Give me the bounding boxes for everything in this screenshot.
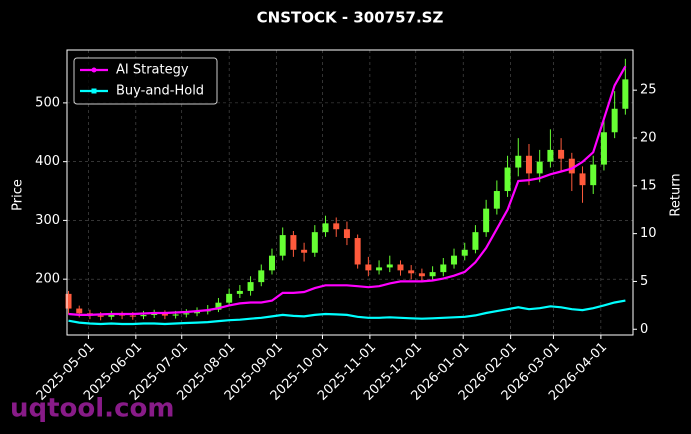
candle-body (408, 270, 415, 274)
return-line (68, 299, 626, 326)
candle-body (547, 149, 554, 162)
candle-body (301, 249, 308, 253)
candle-body (290, 235, 297, 250)
candle-body (343, 229, 350, 239)
candle-body (140, 315, 147, 317)
y2-tick-label: 15 (640, 178, 657, 193)
y-tick-label: 400 (35, 154, 60, 169)
candle-body (504, 167, 511, 192)
candle-body (440, 264, 447, 273)
candle-body (600, 132, 607, 165)
y2-tick-label: 10 (640, 226, 657, 241)
candle-body (622, 79, 629, 109)
candle-body (579, 173, 586, 186)
y2-tick-label: 0 (640, 322, 648, 337)
candle-body (108, 314, 115, 317)
candle-body (76, 308, 83, 314)
candle-body (172, 314, 179, 316)
candle-body (397, 264, 404, 271)
candle-body (268, 255, 275, 271)
y-tick-label: 200 (35, 272, 60, 287)
candle-body (129, 315, 136, 317)
candle-body (483, 208, 490, 233)
candle-body (97, 315, 104, 317)
y2-tick-label: 20 (640, 130, 657, 145)
chart-title: CNSTOCK - 300757.SZ (257, 9, 444, 27)
candle-body (194, 311, 201, 314)
candle-body (493, 191, 500, 209)
legend-marker (91, 88, 97, 94)
y2-axis-label: Return (669, 173, 684, 216)
candle-body (311, 232, 318, 253)
legend-marker (91, 67, 97, 73)
candle-body (429, 272, 436, 277)
candle-body (611, 108, 618, 133)
candle-body (247, 282, 254, 291)
candle-body (65, 293, 72, 309)
legend-label: AI Strategy (116, 63, 189, 78)
candle-body (365, 264, 372, 271)
candle-body (418, 273, 425, 277)
candle-body (354, 238, 361, 265)
candle-body (215, 302, 222, 310)
candle-body (279, 235, 286, 256)
y-tick-label: 300 (35, 213, 60, 228)
candle-body (333, 223, 340, 230)
candle-body (386, 264, 393, 268)
candle-body (161, 313, 168, 316)
candle-body (558, 149, 565, 159)
candle-body (451, 255, 458, 265)
candle-body (590, 164, 597, 186)
legend-label: Buy-and-Hold (116, 84, 204, 99)
candle-body (236, 290, 243, 294)
candle-body (461, 249, 468, 256)
y-axis-label: Price (11, 179, 26, 211)
candle-body (568, 158, 575, 174)
plot-frame (66, 49, 634, 336)
candle-body (525, 155, 532, 174)
candle-body (151, 313, 158, 316)
candle-body (258, 270, 265, 283)
y-tick-label: 500 (35, 95, 60, 110)
return-line (68, 65, 627, 316)
y2-tick-label: 5 (640, 274, 648, 289)
candle-body (515, 155, 522, 168)
y2-tick-label: 25 (640, 83, 657, 98)
candle-body (226, 293, 233, 303)
candle-body (376, 267, 383, 271)
candle-body (472, 232, 479, 250)
candle-body (183, 313, 190, 315)
watermark: uqtool.com (10, 394, 174, 424)
candle-body (536, 161, 543, 174)
legend-box (73, 57, 218, 105)
candle-body (322, 223, 329, 233)
